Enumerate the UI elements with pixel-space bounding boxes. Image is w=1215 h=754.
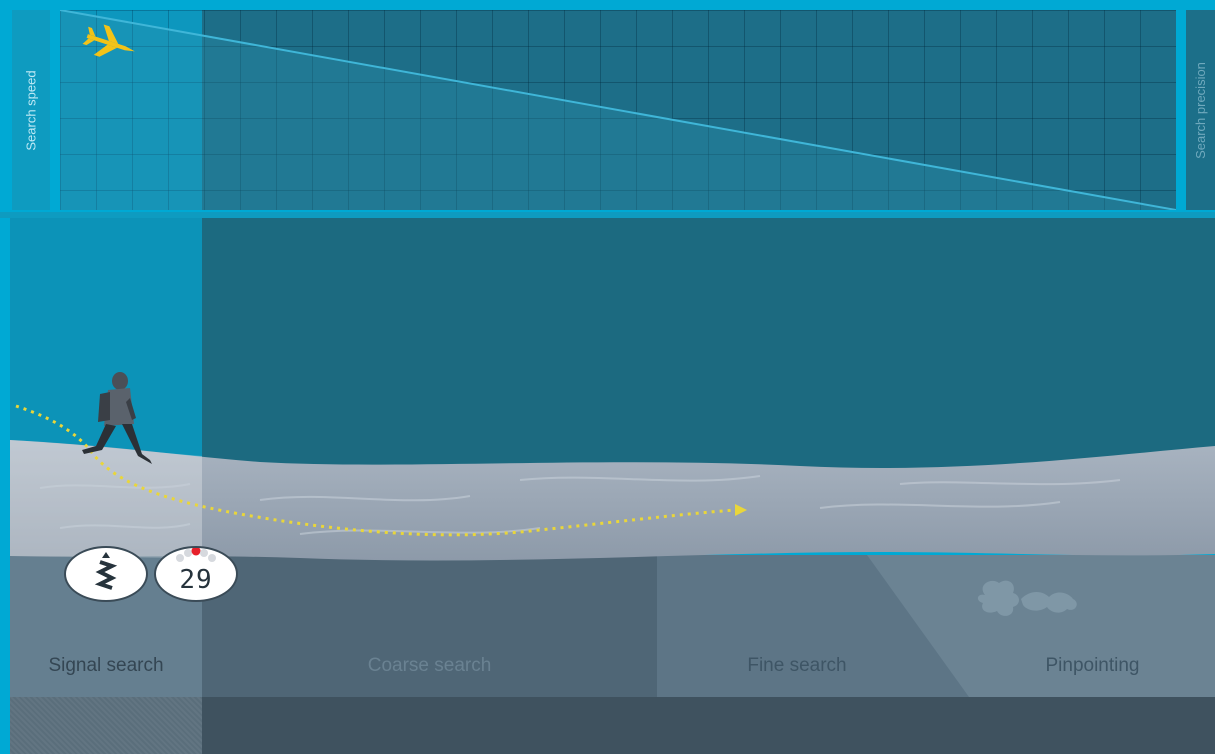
direction-indicator-icon <box>176 548 216 562</box>
left-border <box>0 218 10 754</box>
sky-background <box>10 218 1215 468</box>
indicator-red-dot <box>191 548 201 556</box>
phase-label-pinpointing: Pinpointing <box>1045 655 1140 676</box>
snow-slope <box>10 440 1215 561</box>
search-precision-sidebar <box>1186 10 1215 210</box>
grid-active-column <box>60 10 202 210</box>
search-speed-label: Search speed <box>23 69 39 151</box>
distance-readout: 29 <box>179 565 213 595</box>
searcher-figure <box>82 372 152 464</box>
antenna-zigzag-icon <box>94 552 118 590</box>
footer-band <box>202 697 1215 754</box>
snow-texture <box>39 475 1121 535</box>
antenna-badge <box>64 546 148 602</box>
phase-label-fine-search: Fine search <box>747 655 847 676</box>
search-speed-label-wrap: Search speed <box>12 10 50 210</box>
search-precision-label: Search precision <box>1193 61 1209 159</box>
airplane-icon <box>82 24 135 57</box>
phase-panel-pinpointing <box>867 555 1215 697</box>
search-speed-sidebar <box>12 10 50 210</box>
footer-signal-column <box>10 697 202 754</box>
phase-label-coarse-search: Coarse search <box>367 655 492 676</box>
distance-badge: 29 <box>154 546 238 602</box>
band-separator <box>0 212 1215 218</box>
buried-person-icon <box>977 580 1077 616</box>
snow-scene <box>10 372 1215 561</box>
phase-label-signal-search: Signal search <box>48 655 164 676</box>
search-precision-label-wrap: Search precision <box>1186 10 1215 210</box>
speed-precision-line <box>60 10 1176 210</box>
phase-panel-coarse-search <box>202 555 657 697</box>
top-border <box>0 0 1215 8</box>
speed-precision-diagonal <box>60 10 1176 210</box>
trail-arrowhead <box>735 504 747 516</box>
